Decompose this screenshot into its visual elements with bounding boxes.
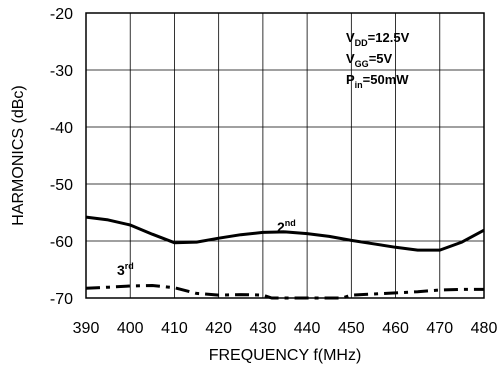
y-tick-label-3: -50 (50, 177, 73, 194)
x-tick-label-6: 450 (338, 320, 365, 337)
x-tick-labels: 390 400 410 420 430 440 450 460 470 480 (73, 320, 498, 337)
condition-in: Pin=50mW (346, 72, 409, 90)
y-tick-label-1: -30 (50, 63, 73, 80)
x-tick-label-3: 420 (205, 320, 232, 337)
x-tick-label-1: 400 (117, 320, 144, 337)
x-axis-title: FREQUENCY f(MHz) (209, 347, 362, 364)
grid (85, 12, 485, 299)
plot-frame (85, 12, 485, 299)
series-label-3rd: 3rd (117, 261, 134, 278)
y-tick-label-4: -60 (50, 234, 73, 251)
series-labels: 2nd 3rd (117, 218, 296, 278)
x-tick-label-2: 410 (161, 320, 188, 337)
x-tick-label-7: 460 (382, 320, 409, 337)
test-conditions: VDD=12.5V VGG=5V Pin=50mW (346, 30, 410, 90)
x-tick-label-5: 440 (294, 320, 321, 337)
y-tick-label-2: -40 (50, 120, 73, 137)
condition-gg: VGG=5V (346, 51, 393, 69)
y-tick-labels: -20 -30 -40 -50 -60 -70 (50, 6, 73, 308)
series-line-2nd (85, 215, 485, 252)
x-tick-label-0: 390 (73, 320, 100, 337)
y-axis-title: HARMONICS (dBc) (10, 85, 27, 225)
series-line-3rd (85, 284, 484, 300)
x-tick-label-9: 480 (471, 320, 498, 337)
x-tick-label-4: 430 (250, 320, 277, 337)
y-tick-label-0: -20 (50, 6, 73, 23)
series-group (85, 215, 485, 300)
condition-dd: VDD=12.5V (346, 30, 410, 48)
series-label-2nd: 2nd (277, 218, 296, 235)
x-tick-label-8: 470 (426, 320, 453, 337)
y-tick-label-5: -70 (50, 291, 73, 308)
